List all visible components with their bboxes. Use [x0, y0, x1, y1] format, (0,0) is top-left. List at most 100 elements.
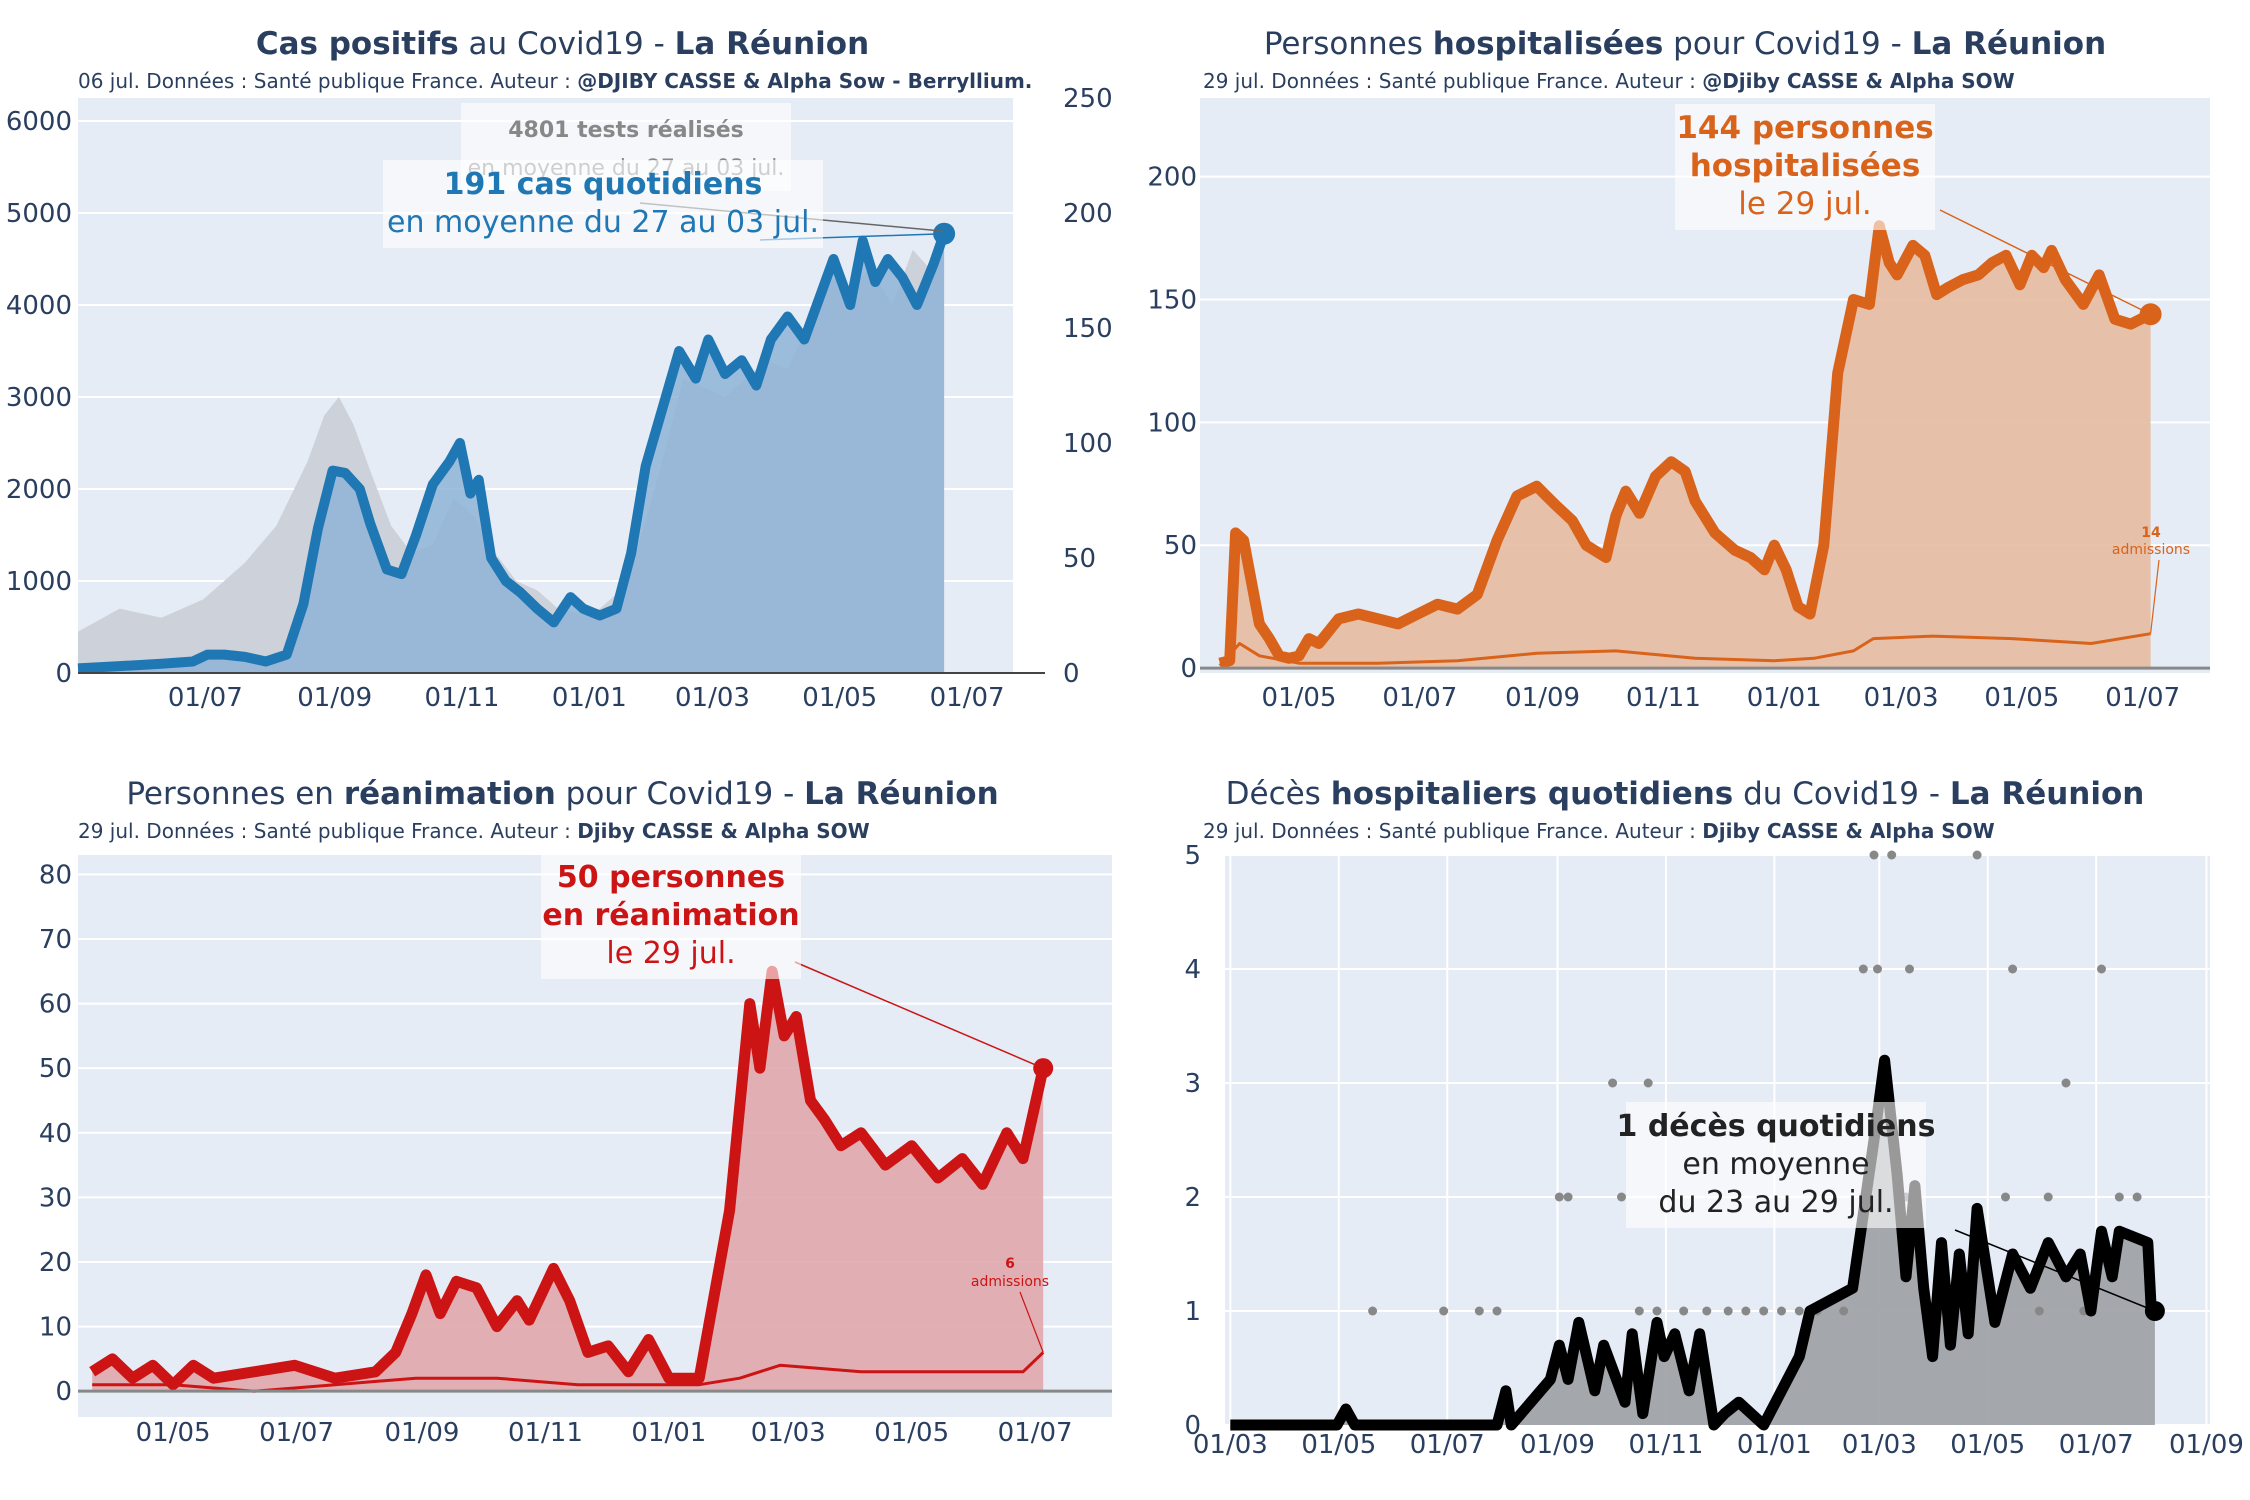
annotation-box — [541, 853, 801, 979]
x-tick-label: 01/03 — [675, 683, 750, 713]
title-part: hospitaliers quotidiens — [1330, 776, 1734, 812]
deaths-line — [1230, 1054, 2157, 1431]
daily-death-dot — [1887, 850, 1897, 860]
daily-death-dot — [2132, 1192, 2142, 1202]
x-tick-label: 01/03 — [751, 1418, 826, 1448]
x-tick-label: 01/07 — [259, 1418, 334, 1448]
x-tick-label: 01/09 — [1505, 683, 1580, 713]
title-part: Personnes en — [126, 776, 344, 812]
deaths-annotation-arrow — [1954, 1229, 2156, 1312]
x-tick-label: 01/05 — [1984, 683, 2059, 713]
deaths-subtitle: 29 jul. Données : Santé publique France.… — [1203, 819, 1995, 843]
daily-death-dot — [1617, 1192, 1626, 1202]
y-tick-label: 100 — [1063, 429, 1113, 459]
y-tick-label: 50 — [1164, 531, 1197, 561]
y-tick-label: 50 — [39, 1054, 72, 1084]
daily-death-dot — [1702, 1306, 1712, 1316]
x-tick-label: 01/09 — [1520, 1430, 1595, 1460]
daily-death-dot — [1554, 1192, 1564, 1202]
y-tick-label: 3 — [1184, 1069, 1201, 1099]
subtitle-text: 06 jul. Données : Santé publique France.… — [78, 69, 578, 93]
rea-subtitle: 29 jul. Données : Santé publique France.… — [78, 819, 870, 843]
subtitle-author: Djiby CASSE & Alpha SOW — [577, 819, 870, 843]
daily-death-dot — [1858, 964, 1868, 974]
subtitle-author: @Djiby CASSE & Alpha SOW — [1702, 69, 2015, 93]
daily-death-dot — [1839, 1306, 1849, 1316]
annotation-text: 144 personnes — [1676, 110, 1933, 146]
daily-death-dot — [2061, 1078, 2071, 1088]
hosp-last-point — [2139, 303, 2162, 326]
x-tick-label: 01/07 — [1382, 683, 1457, 713]
x-tick-label: 01/11 — [508, 1418, 583, 1448]
x-tick-label: 01/03 — [1864, 683, 1939, 713]
x-tick-label: 01/11 — [425, 683, 500, 713]
x-tick-label: 01/05 — [1950, 1430, 2025, 1460]
y-tick-label: 30 — [39, 1183, 72, 1213]
y-tick-label: 250 — [1063, 84, 1113, 114]
daily-death-dot — [1563, 1192, 1573, 1202]
y-tick-label: 4000 — [6, 291, 72, 321]
subtitle-text: 29 jul. Données : Santé publique France.… — [78, 819, 578, 843]
daily-death-dot — [1634, 1306, 1644, 1316]
daily-death-dot — [2043, 1192, 2053, 1202]
x-tick-label: 01/01 — [552, 683, 627, 713]
daily-death-dot — [2114, 1192, 2124, 1202]
admissions-label: admissions — [971, 1274, 1049, 1290]
rea-title: Personnes en réanimation pour Covid19 - … — [20, 776, 1105, 812]
rea-line — [89, 965, 1049, 1391]
daily-death-dot — [1741, 1306, 1751, 1316]
subtitle-author: Djiby CASSE & Alpha SOW — [1702, 819, 1995, 843]
x-tick-label: 01/09 — [2169, 1430, 2244, 1460]
x-tick-label: 01/01 — [631, 1418, 706, 1448]
x-tick-label: 01/01 — [1747, 683, 1822, 713]
x-tick-label: 01/05 — [136, 1418, 211, 1448]
title-part: Décès — [1225, 776, 1331, 812]
deaths-panel: Décès hospitaliers quotidiens du Covid19… — [1125, 750, 2250, 1500]
admissions-label: admissions — [2112, 542, 2190, 558]
y-tick-label: 10 — [39, 1313, 72, 1343]
y-tick-label: 70 — [39, 925, 72, 955]
subtitle-author: @DJIBY CASSE & Alpha Sow - Berryllium. — [577, 69, 1033, 93]
y-tick-label: 40 — [39, 1119, 72, 1149]
subtitle-text: 29 jul. Données : Santé publique France.… — [1203, 819, 1703, 843]
daily-death-dot — [1652, 1306, 1662, 1316]
annotation-box — [383, 160, 823, 248]
annotation-text: en moyenne — [1682, 1147, 1869, 1182]
hosp-annotation-arrow — [1939, 209, 2151, 315]
y-tick-label: 0 — [55, 1377, 72, 1407]
x-tick-label: 01/07 — [2059, 1430, 2134, 1460]
title-part: La Réunion — [1949, 776, 2145, 812]
y-tick-label: 3000 — [6, 383, 72, 413]
y-tick-label: 150 — [1147, 285, 1197, 315]
cases-line — [77, 232, 949, 674]
hosp-area — [1219, 225, 2151, 669]
daily-death-dot — [1794, 1306, 1804, 1316]
x-tick-label: 01/01 — [1737, 1430, 1812, 1460]
x-tick-label: 01/09 — [385, 1418, 460, 1448]
x-tick-label: 01/11 — [1628, 1430, 1703, 1460]
y-tick-label: 50 — [1063, 544, 1096, 574]
title-part: La Réunion — [804, 776, 999, 812]
daily-death-dot — [1474, 1306, 1484, 1316]
daily-death-dot — [1759, 1306, 1769, 1316]
cases-title: Cas positifs au Covid19 - La Réunion — [0, 26, 1125, 62]
y-tick-label: 2 — [1184, 1183, 1201, 1213]
y-tick-label: 1 — [1184, 1297, 1201, 1327]
y-tick-label: 150 — [1063, 314, 1113, 344]
cases-area — [78, 233, 945, 673]
x-tick-label: 01/07 — [930, 683, 1005, 713]
daily-death-dot — [1873, 964, 1882, 974]
admissions-value: 6 — [1005, 1256, 1015, 1272]
rea-panel: Personnes en réanimation pour Covid19 - … — [0, 750, 1125, 1500]
x-tick-label: 01/07 — [998, 1418, 1073, 1448]
cases-subtitle: 06 jul. Données : Santé publique France.… — [78, 69, 1032, 93]
x-tick-label: 01/07 — [1410, 1430, 1485, 1460]
deaths-title: Décès hospitaliers quotidiens du Covid19… — [1165, 776, 2205, 812]
annotation-text: 50 personnes — [557, 860, 785, 895]
rea-annotation-arrow — [794, 961, 1044, 1069]
daily-death-dot — [1439, 1306, 1449, 1316]
title-part: réanimation — [343, 776, 556, 812]
annotation-text: le 29 jul. — [1738, 186, 1872, 222]
admissions-arrow — [2149, 559, 2160, 634]
